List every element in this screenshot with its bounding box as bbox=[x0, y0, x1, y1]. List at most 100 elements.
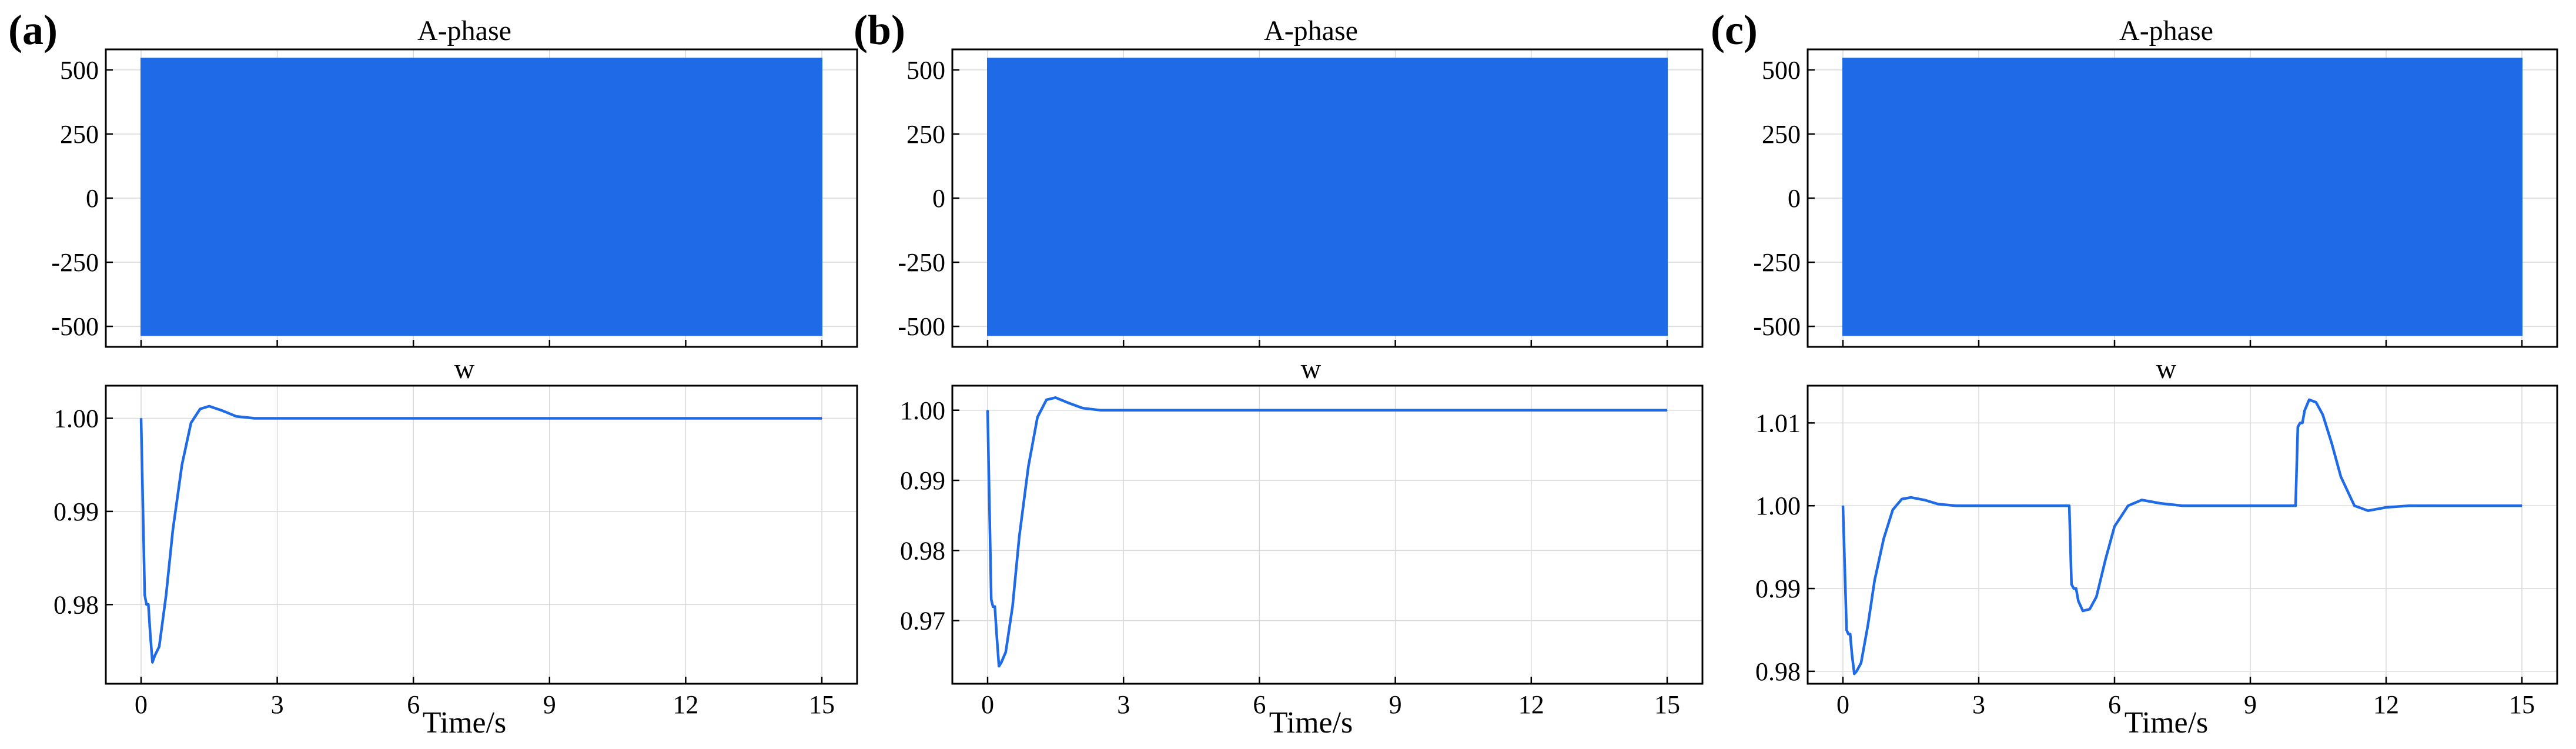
axes-frame bbox=[1806, 384, 2558, 685]
title-a-phase-a: A-phase bbox=[417, 15, 511, 46]
w-data-point bbox=[996, 634, 998, 636]
x-tick-label: 6 bbox=[407, 690, 420, 719]
w-data-point bbox=[1854, 673, 1855, 674]
w-series-line bbox=[986, 396, 1667, 668]
x-tick-label: 15 bbox=[809, 690, 835, 719]
axes-frame bbox=[1806, 48, 2558, 348]
w-data-point bbox=[2096, 596, 2097, 597]
x-tick-label: 3 bbox=[1972, 690, 1985, 719]
title-a-phase-c: A-phase bbox=[2119, 15, 2213, 46]
y-tick-label: 500 bbox=[60, 56, 99, 85]
w-data-point bbox=[1046, 399, 1047, 400]
y-tick-label: 0.99 bbox=[1755, 574, 1801, 603]
w-data-point bbox=[2299, 422, 2301, 424]
w-data-point bbox=[2250, 505, 2251, 507]
w-data-point bbox=[1055, 397, 1056, 399]
w-data-point bbox=[2340, 476, 2341, 477]
y-tick-label: 0.99 bbox=[53, 497, 99, 526]
w-data-point bbox=[2105, 559, 2106, 560]
w-data-point bbox=[2315, 402, 2317, 403]
w-data-point bbox=[994, 606, 996, 607]
w-data-point bbox=[1955, 505, 1957, 507]
w-data-point bbox=[987, 409, 988, 411]
x-tick-label: 9 bbox=[2244, 690, 2257, 719]
w-data-point bbox=[1867, 625, 1869, 627]
y-tick-label: 0.98 bbox=[53, 590, 99, 619]
y-tick-label: 500 bbox=[1762, 56, 1801, 85]
y-tick-label: 0 bbox=[86, 184, 99, 213]
w-data-point bbox=[992, 606, 994, 607]
w-data-point bbox=[2127, 505, 2129, 507]
w-data-point bbox=[1861, 662, 1862, 664]
w-data-point bbox=[152, 661, 153, 663]
w-data-point bbox=[1846, 629, 1847, 631]
subplot-5: 1.01 1.00 0.99 0.98 0 3 6 9 12 15 bbox=[1755, 384, 2558, 719]
w-data-point bbox=[2301, 422, 2303, 424]
w-data-point bbox=[2075, 588, 2077, 589]
w-data-point bbox=[1883, 538, 1885, 540]
y-tick-label: 1.00 bbox=[900, 396, 945, 425]
w-data-point bbox=[1848, 633, 1849, 635]
w-data-point bbox=[2386, 507, 2387, 508]
y-tick-label: 500 bbox=[906, 56, 945, 85]
w-data-point bbox=[159, 646, 160, 647]
x-tick-label: 12 bbox=[2373, 690, 2399, 719]
w-data-point bbox=[2182, 505, 2183, 507]
w-data-point bbox=[209, 406, 210, 407]
y-tick-label: -500 bbox=[898, 312, 945, 341]
w-data-point bbox=[1851, 654, 1853, 656]
w-data-point bbox=[998, 666, 1000, 667]
plot-area-group: 500 250 0 -250 -500 1.00 0.99 0.98 0 3 6 9 12 15 500 25… bbox=[51, 48, 2558, 719]
a-phase-envelope-series bbox=[140, 58, 822, 336]
w-data-point bbox=[2204, 505, 2206, 507]
w-data-point bbox=[2367, 510, 2368, 511]
w-data-point bbox=[190, 422, 192, 424]
w-data-point bbox=[2295, 505, 2296, 507]
x-tick-label: 3 bbox=[271, 690, 284, 719]
w-data-point bbox=[144, 594, 145, 596]
subplot-2: 500 250 0 -250 -500 bbox=[898, 48, 1704, 348]
x-tick-label: 6 bbox=[1253, 690, 1266, 719]
w-data-point bbox=[1978, 505, 1979, 507]
w-data-point bbox=[1001, 662, 1002, 664]
x-tick-label: 12 bbox=[673, 690, 698, 719]
y-tick-label: -500 bbox=[51, 312, 99, 341]
w-data-point bbox=[2114, 526, 2115, 527]
y-tick-label: -250 bbox=[51, 248, 99, 277]
y-tick-label: -250 bbox=[1753, 248, 1801, 277]
y-tick-label: 0 bbox=[932, 184, 945, 213]
panel-label-c: (c) bbox=[1711, 6, 1758, 54]
xlabel-a: Time/s bbox=[423, 706, 507, 740]
w-data-point bbox=[1082, 407, 1083, 409]
w-data-point bbox=[254, 417, 255, 419]
axes-frame bbox=[951, 48, 1704, 348]
axes-frame bbox=[105, 48, 858, 348]
w-data-point bbox=[2309, 399, 2310, 400]
w-data-point bbox=[2408, 505, 2410, 507]
panel-label-b: (b) bbox=[854, 6, 905, 54]
w-data-point bbox=[2141, 499, 2142, 501]
w-data-point bbox=[140, 417, 142, 419]
w-data-point bbox=[2071, 584, 2072, 585]
y-tick-label: 0 bbox=[1788, 184, 1801, 213]
title-w-c: w bbox=[2156, 353, 2177, 384]
w-data-point bbox=[1100, 409, 1102, 411]
x-tick-label: 0 bbox=[981, 690, 994, 719]
w-data-point bbox=[172, 529, 173, 531]
y-tick-label: -500 bbox=[1753, 312, 1801, 341]
title-a-phase-b: A-phase bbox=[1264, 15, 1358, 46]
w-data-point bbox=[222, 410, 223, 412]
w-data-point bbox=[181, 464, 183, 466]
w-data-point bbox=[2297, 426, 2299, 428]
panel-label-a: (a) bbox=[8, 6, 58, 54]
w-data-point bbox=[1856, 671, 1857, 672]
subplot-1: 1.00 0.99 0.98 0 3 6 9 12 15 bbox=[53, 384, 858, 719]
w-data-point bbox=[991, 599, 992, 600]
w-data-point bbox=[2069, 505, 2070, 507]
title-w-a: w bbox=[454, 353, 475, 384]
w-data-point bbox=[148, 604, 149, 606]
y-tick-label: 1.00 bbox=[1755, 491, 1801, 520]
w-data-point bbox=[146, 604, 148, 606]
subplot-4: 500 250 0 -250 -500 bbox=[1753, 48, 2558, 348]
